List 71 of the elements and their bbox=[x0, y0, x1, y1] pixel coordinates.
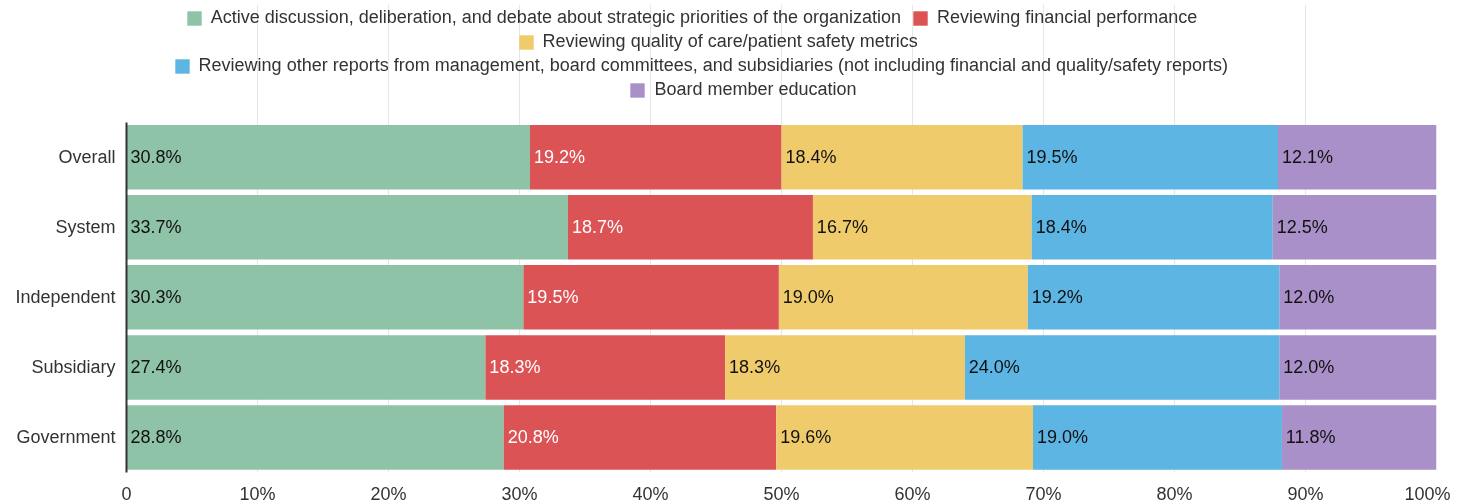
bar bbox=[776, 405, 1034, 470]
bar bbox=[1272, 195, 1437, 260]
data-label: 19.2% bbox=[1031, 287, 1083, 308]
data-label: 19.0% bbox=[782, 287, 834, 308]
bar bbox=[529, 125, 782, 190]
data-label: 19.2% bbox=[533, 147, 585, 168]
data-label: 30.3% bbox=[130, 287, 182, 308]
y-tick-label: Overall bbox=[58, 147, 116, 168]
data-label: 19.6% bbox=[780, 427, 832, 448]
data-label: 33.7% bbox=[130, 217, 182, 238]
data-label: 18.7% bbox=[571, 217, 623, 238]
bar bbox=[1033, 405, 1282, 470]
data-label: 30.8% bbox=[130, 147, 182, 168]
bar bbox=[126, 405, 504, 470]
bar bbox=[1279, 265, 1437, 330]
x-tick-label: 0 bbox=[121, 483, 132, 504]
bar bbox=[126, 265, 524, 330]
bar bbox=[126, 335, 486, 400]
data-label: 27.4% bbox=[130, 357, 182, 378]
x-tick-label: 80% bbox=[1156, 483, 1193, 504]
data-label: 18.3% bbox=[729, 357, 781, 378]
x-tick-label: 10% bbox=[239, 483, 276, 504]
bar bbox=[778, 265, 1028, 330]
bar bbox=[812, 195, 1032, 260]
bar bbox=[1027, 265, 1280, 330]
legend-label: Reviewing financial performance bbox=[937, 7, 1198, 28]
data-label: 19.0% bbox=[1036, 427, 1088, 448]
data-label: 18.4% bbox=[785, 147, 837, 168]
legend-label: Reviewing other reports from management, board committees, and subsidiaries (not including financial and quality/safety reports) bbox=[198, 55, 1229, 76]
data-label: 20.8% bbox=[507, 427, 559, 448]
data-label: 12.0% bbox=[1283, 357, 1335, 378]
bar bbox=[781, 125, 1023, 190]
data-label: 12.1% bbox=[1281, 147, 1333, 168]
data-label: 16.7% bbox=[816, 217, 868, 238]
data-label: 19.5% bbox=[1026, 147, 1078, 168]
bar bbox=[1277, 125, 1437, 190]
data-label: 19.5% bbox=[527, 287, 579, 308]
data-label: 12.0% bbox=[1283, 287, 1335, 308]
bar bbox=[1281, 405, 1437, 470]
data-label: 24.0% bbox=[968, 357, 1020, 378]
y-tick-label: Subsidiary bbox=[31, 357, 116, 378]
bar bbox=[126, 195, 568, 260]
bar bbox=[503, 405, 777, 470]
bar bbox=[485, 335, 726, 400]
data-label: 28.8% bbox=[130, 427, 182, 448]
y-tick-label: Government bbox=[16, 427, 116, 448]
x-tick-label: 70% bbox=[1025, 483, 1062, 504]
bar bbox=[1279, 335, 1437, 400]
bar bbox=[964, 335, 1280, 400]
x-tick-label: 20% bbox=[370, 483, 407, 504]
legend-label: Board member education bbox=[654, 79, 857, 100]
data-label: 18.4% bbox=[1035, 217, 1087, 238]
data-label: 18.3% bbox=[489, 357, 541, 378]
data-label: 11.8% bbox=[1285, 427, 1336, 448]
bar bbox=[523, 265, 779, 330]
bar bbox=[126, 125, 530, 190]
x-tick-label: 100% bbox=[1404, 483, 1451, 504]
x-tick-label: 30% bbox=[501, 483, 538, 504]
legend-label: Reviewing quality of care/patient safety metrics bbox=[542, 31, 918, 52]
x-tick-label: 40% bbox=[632, 483, 669, 504]
data-label: 12.5% bbox=[1276, 217, 1328, 238]
y-tick-label: Independent bbox=[15, 287, 116, 308]
bar bbox=[725, 335, 965, 400]
x-tick-label: 90% bbox=[1287, 483, 1324, 504]
bar bbox=[567, 195, 813, 260]
y-tick-label: System bbox=[55, 217, 116, 238]
legend-label: Active discussion, deliberation, and debate about strategic priorities of the organization bbox=[210, 7, 902, 28]
bar bbox=[1031, 195, 1273, 260]
bar bbox=[1022, 125, 1278, 190]
x-tick-label: 50% bbox=[763, 483, 800, 504]
x-tick-label: 60% bbox=[894, 483, 931, 504]
